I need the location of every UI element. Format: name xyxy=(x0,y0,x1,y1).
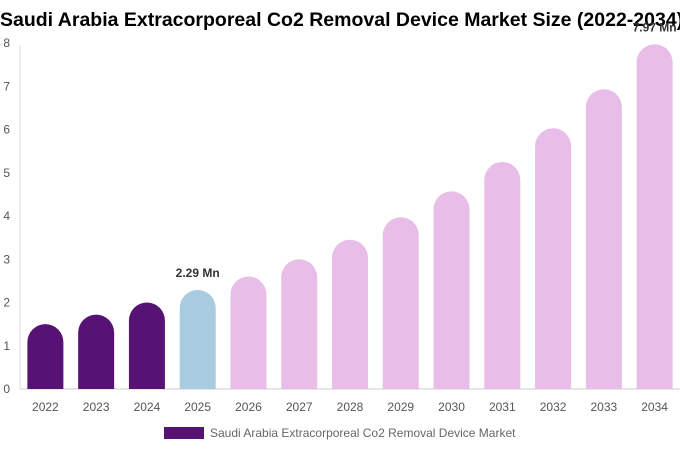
bar-2028 xyxy=(332,239,368,389)
bar-series xyxy=(27,44,673,390)
x-tick-label: 2027 xyxy=(286,400,313,414)
x-tick-label: 2023 xyxy=(83,400,110,414)
bar-2025 xyxy=(179,289,216,389)
y-tick-label: 7 xyxy=(3,79,10,93)
x-tick-label: 2034 xyxy=(641,400,668,414)
x-tick-label: 2025 xyxy=(184,400,211,414)
y-axis-ticks: 0 1 2 3 4 5 6 7 8 xyxy=(3,36,10,396)
legend-label: Saudi Arabia Extracorporeal Co2 Removal … xyxy=(210,426,516,440)
y-tick-label: 3 xyxy=(3,252,10,266)
bar-2031 xyxy=(484,161,521,389)
y-tick-label: 5 xyxy=(3,166,10,180)
x-tick-label: 2031 xyxy=(489,400,516,414)
x-tick-label: 2030 xyxy=(438,400,465,414)
legend: Saudi Arabia Extracorporeal Co2 Removal … xyxy=(164,425,515,441)
bar-2033 xyxy=(585,89,622,389)
x-axis-ticks: 2022 2023 2024 2025 2026 2027 2028 2029 2030 2031… xyxy=(32,400,668,414)
x-tick-label: 2028 xyxy=(337,400,364,414)
y-tick-label: 1 xyxy=(3,339,10,353)
bar-2027 xyxy=(281,259,318,389)
bar-2023 xyxy=(78,314,115,389)
bar-2030 xyxy=(433,191,470,389)
y-tick-label: 6 xyxy=(3,123,10,137)
annotation-2025: 2.29 Mn xyxy=(176,266,220,280)
legend-swatch xyxy=(164,427,204,439)
bar-2034 xyxy=(636,44,673,390)
y-tick-label: 2 xyxy=(3,296,10,310)
value-annotations: 2.29 Mn 7.97 Mn xyxy=(176,20,677,280)
x-tick-label: 2029 xyxy=(387,400,414,414)
y-tick-label: 0 xyxy=(3,382,10,396)
chart-title: Saudi Arabia Extracorporeal Co2 Removal … xyxy=(0,9,680,31)
bar-2026 xyxy=(230,276,267,389)
x-tick-label: 2033 xyxy=(590,400,617,414)
bar-2022 xyxy=(27,324,64,389)
x-tick-label: 2032 xyxy=(540,400,567,414)
bar-2029 xyxy=(382,217,419,389)
x-tick-label: 2024 xyxy=(134,400,161,414)
bar-2032 xyxy=(535,128,572,389)
annotation-2034: 7.97 Mn xyxy=(633,20,677,34)
y-tick-label: 8 xyxy=(3,36,10,50)
bar-2024 xyxy=(128,302,165,389)
x-tick-label: 2026 xyxy=(235,400,262,414)
y-tick-label: 4 xyxy=(3,209,10,223)
x-tick-label: 2022 xyxy=(32,400,59,414)
